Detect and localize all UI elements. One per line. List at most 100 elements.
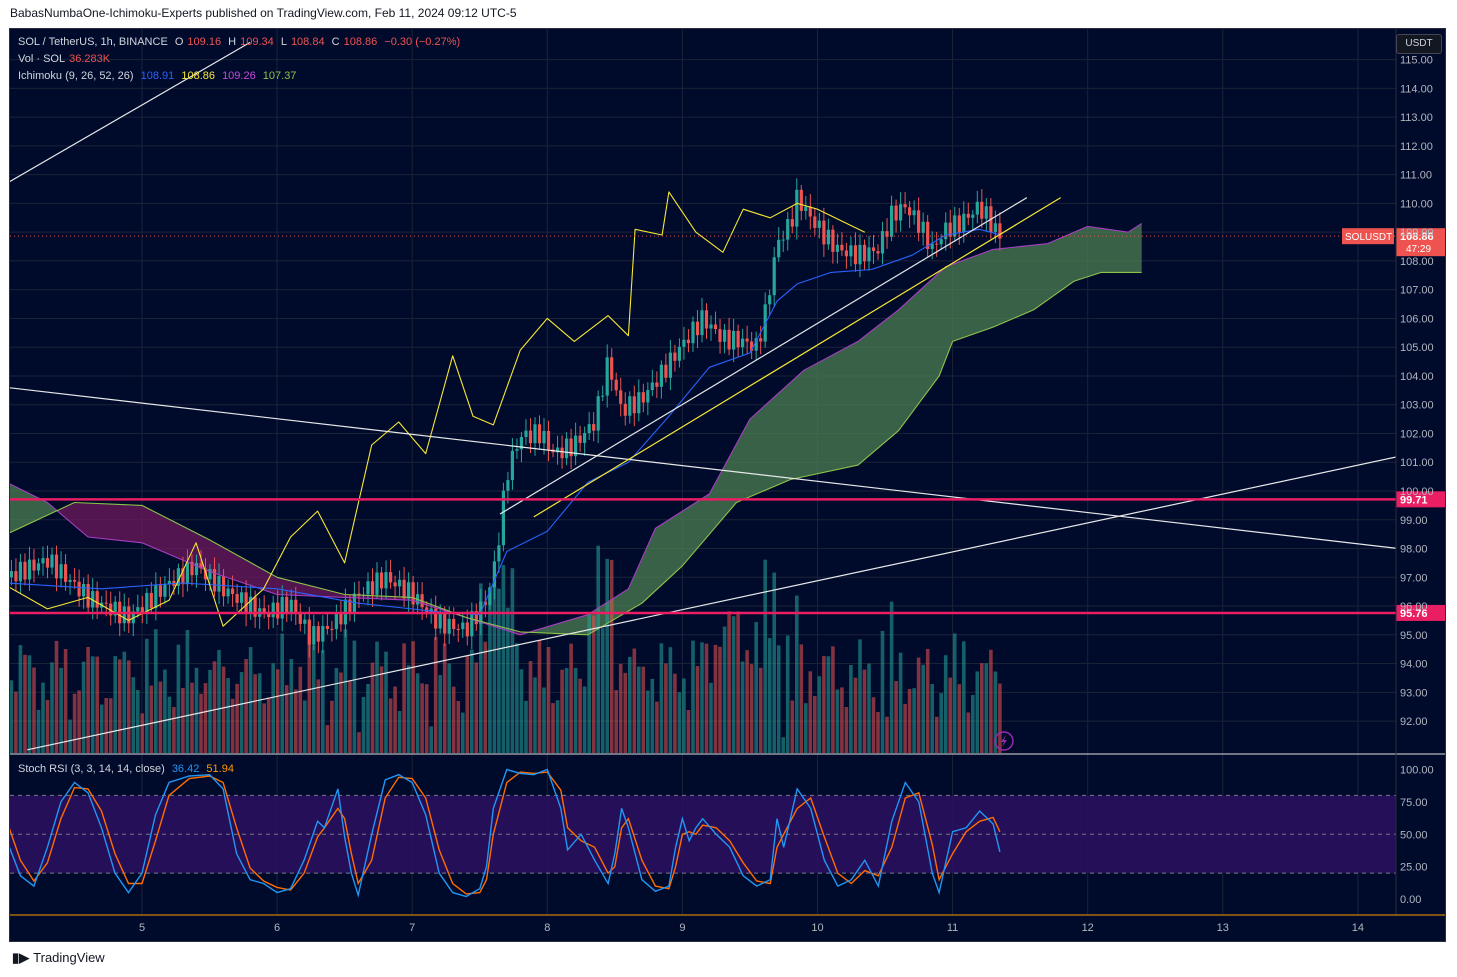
candle-body <box>614 379 618 391</box>
currency-button[interactable]: USDT <box>1396 34 1442 54</box>
trendline <box>27 456 1396 751</box>
time-tick-label: 12 <box>1082 922 1094 934</box>
candle-body <box>375 572 379 595</box>
volume-bar <box>59 667 63 753</box>
price-tick-label: 97.00 <box>1400 572 1428 584</box>
level-tag <box>1396 491 1445 508</box>
volume-bar <box>637 666 641 753</box>
price-tick-label: 113.00 <box>1400 112 1433 124</box>
volume-bar <box>239 672 244 753</box>
candle-body <box>768 295 772 305</box>
volume-bar <box>289 659 294 753</box>
volume-bar <box>506 607 510 753</box>
price-tick-label: 114.00 <box>1400 83 1433 95</box>
price-tick-label: 115.00 <box>1400 55 1433 67</box>
volume-bar <box>533 677 537 753</box>
candle-body <box>524 430 528 437</box>
candle-body <box>86 584 90 608</box>
ohlc-high-value: 109.34 <box>240 36 274 48</box>
ohlc-high-label: H <box>228 36 237 48</box>
volume-bar <box>77 690 81 753</box>
volume-bar <box>411 641 415 753</box>
volume-bar <box>248 647 253 753</box>
candle-body <box>289 599 293 613</box>
volume-label[interactable]: Vol · SOL <box>18 53 66 65</box>
stoch-tick-label: 50.00 <box>1400 829 1428 841</box>
candle-body <box>948 222 952 237</box>
volume-bar <box>429 726 433 753</box>
symbol-title[interactable]: SOL / TetherUS, 1h, BINANCE <box>18 36 168 48</box>
candle-body <box>82 584 86 597</box>
candle-body <box>307 619 311 645</box>
volume-bar <box>212 661 217 753</box>
volume-bar <box>998 683 1002 753</box>
volume-bar <box>515 643 519 753</box>
volume-bar <box>925 648 930 753</box>
candle-body <box>77 581 81 597</box>
volume-bar <box>831 646 835 753</box>
volume-bar <box>316 679 321 753</box>
candle-body <box>267 614 271 618</box>
symbol-legend: SOL / TetherUS, 1h, BINANCE O 109.16 H 109… <box>18 36 464 48</box>
level-label: 99.71 <box>1400 494 1428 506</box>
candle-body <box>966 213 970 218</box>
candle-body <box>330 628 334 630</box>
volume-bar <box>862 669 867 753</box>
ichimoku-label[interactable]: Ichimoku (9, 26, 52, 26) <box>18 70 134 82</box>
lightning-bolt <box>1000 735 1007 747</box>
volume-bar <box>167 696 172 753</box>
volume-bar <box>853 677 858 753</box>
candle-body <box>980 201 984 219</box>
candle-body <box>912 210 916 216</box>
volume-bar <box>668 647 673 753</box>
volume-bar <box>447 663 451 753</box>
candle-body <box>158 585 162 597</box>
candle-body <box>754 338 758 351</box>
price-tick-label: 110.00 <box>1400 198 1433 210</box>
chart-frame[interactable]: 99.71 95.76 SOLUSDT 108.86 47:29 92.00 93.00 94… <box>9 28 1446 942</box>
candle-body <box>975 201 979 215</box>
candle-body <box>732 330 736 350</box>
volume-bar <box>32 667 36 753</box>
candle-body <box>154 585 158 609</box>
price-tick-label: 99.00 <box>1400 515 1428 527</box>
footer-brand[interactable]: TradingView <box>33 950 105 965</box>
volume-bar <box>966 712 971 753</box>
volume-bar <box>573 667 578 753</box>
volume-bar <box>14 691 18 753</box>
volume-bar <box>718 646 722 753</box>
volume-bar <box>840 687 844 753</box>
candle-body <box>885 231 889 237</box>
candle-body <box>271 602 275 618</box>
candle-body <box>298 612 302 624</box>
volume-bar <box>375 641 379 753</box>
candle-body <box>474 611 478 625</box>
stoch-label[interactable]: Stoch RSI (3, 3, 14, 14, close) <box>18 763 165 775</box>
candle-body <box>718 329 722 342</box>
candle-body <box>226 588 230 597</box>
volume-bar <box>127 660 131 753</box>
volume-bar <box>45 699 50 753</box>
volume-bar <box>813 696 817 753</box>
volume-bar <box>600 628 605 753</box>
volume-bar <box>826 656 831 753</box>
candle-body <box>962 213 966 233</box>
candle-body <box>704 310 709 329</box>
volume-bar <box>388 698 393 753</box>
candle-body <box>772 257 776 296</box>
volume-bar <box>731 616 736 753</box>
candle-body <box>605 357 609 396</box>
volume-bar <box>321 650 325 753</box>
candle-body <box>122 606 126 624</box>
stoch-tick-label: 25.00 <box>1400 862 1428 874</box>
candle-body <box>853 245 858 265</box>
volume-bar <box>912 688 916 753</box>
volume-bar <box>185 630 190 753</box>
candle-body <box>167 580 171 584</box>
candle-body <box>519 437 523 450</box>
volume-bar <box>357 732 361 753</box>
time-tick-label: 9 <box>679 922 685 934</box>
volume-bar <box>605 558 609 753</box>
volume-bar <box>551 703 555 753</box>
